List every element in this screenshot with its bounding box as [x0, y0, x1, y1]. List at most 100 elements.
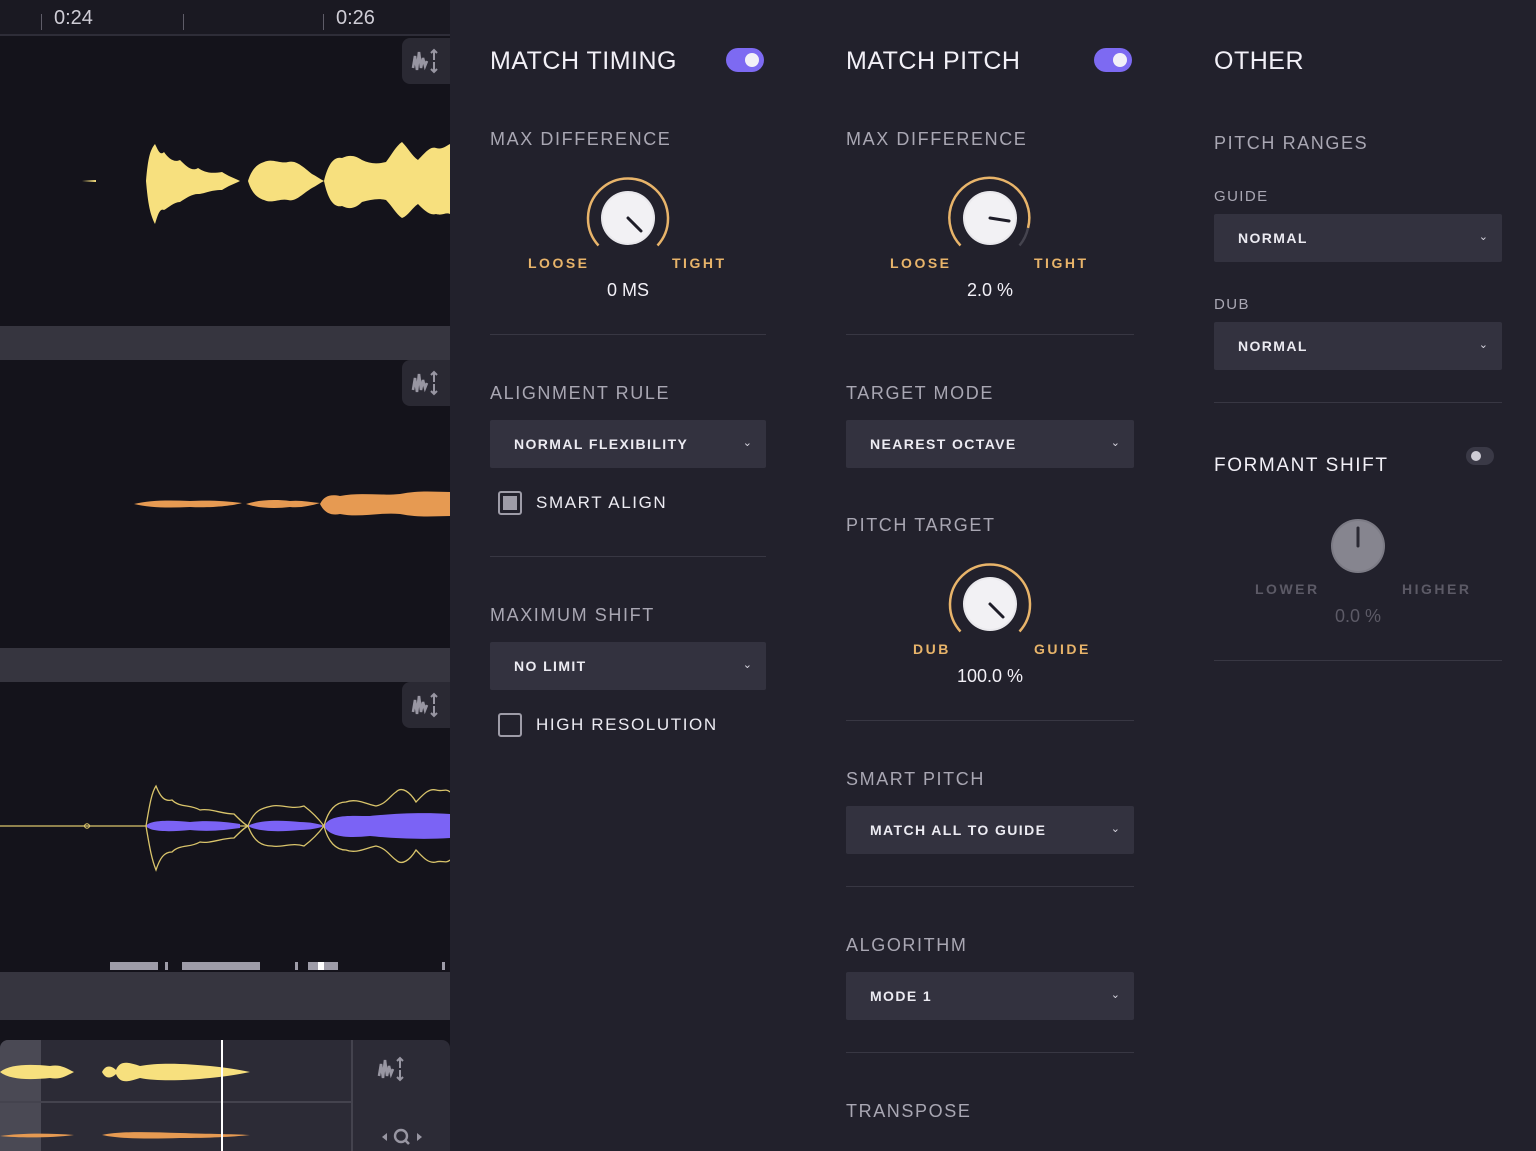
chevron-down-icon: ⌄ — [1478, 231, 1488, 243]
pitch-target-knob[interactable] — [940, 558, 1040, 638]
chevron-down-icon: ⌄ — [1110, 989, 1120, 1001]
waveform-height-icon — [377, 1056, 404, 1082]
maximum-shift-dropdown[interactable]: NO LIMIT ⌄ — [490, 642, 766, 690]
chevron-down-icon: ⌄ — [742, 659, 752, 671]
guide-range-dropdown[interactable]: NORMAL ⌄ — [1214, 214, 1502, 262]
knob-min-label: LOWER — [1255, 581, 1320, 597]
dropdown-value: NEAREST OCTAVE — [870, 436, 1017, 452]
overview-zoom-button[interactable] — [380, 1126, 424, 1151]
dub-track-lane[interactable] — [0, 360, 450, 648]
max-difference-label: MAX DIFFERENCE — [846, 129, 1028, 149]
other-title: OTHER — [1214, 47, 1304, 75]
match-timing-title: MATCH TIMING — [490, 47, 678, 75]
match-timing-toggle[interactable] — [726, 48, 764, 72]
dub-range-dropdown[interactable]: NORMAL ⌄ — [1214, 322, 1502, 370]
overview-height-button[interactable] — [376, 1054, 408, 1089]
waveform-editor: 0:24 0:26 — [0, 0, 450, 1151]
section-divider — [846, 720, 1134, 721]
algorithm-dropdown[interactable]: MODE 1 ⌄ — [846, 972, 1134, 1020]
waveform-height-icon — [411, 370, 438, 396]
toggle-thumb — [745, 53, 759, 67]
formant-shift-knob[interactable] — [1318, 508, 1398, 588]
checkbox-box — [498, 491, 522, 515]
smart-align-checkbox[interactable]: SMART ALIGN — [498, 491, 667, 515]
ruler-tick — [41, 14, 42, 30]
alignment-rule-label: ALIGNMENT RULE — [490, 383, 671, 403]
section-divider — [846, 886, 1134, 887]
high-resolution-checkbox[interactable]: HIGH RESOLUTION — [498, 713, 718, 737]
dropdown-value: NORMAL — [1238, 338, 1308, 354]
knob-value: 2.0 % — [966, 280, 1014, 300]
waveform-height-icon — [411, 48, 438, 74]
dub-waveform — [134, 491, 450, 517]
dropdown-value: NORMAL — [1238, 230, 1308, 246]
time-label: 0:24 — [54, 7, 93, 29]
overview-viewport[interactable] — [0, 1040, 41, 1151]
lane-separator — [0, 972, 450, 1020]
dropdown-value: MODE 1 — [870, 988, 933, 1004]
waveform-zoom-button[interactable] — [402, 38, 450, 84]
guide-track-lane[interactable] — [0, 38, 450, 326]
knob-max-label: TIGHT — [672, 255, 727, 271]
smart-pitch-dropdown[interactable]: MATCH ALL TO GUIDE ⌄ — [846, 806, 1134, 854]
chevron-down-icon: ⌄ — [742, 437, 752, 449]
knob-max-label: HIGHER — [1402, 581, 1472, 597]
formant-shift-toggle[interactable] — [1466, 447, 1494, 465]
knob-max-label: TIGHT — [1034, 255, 1089, 271]
section-divider — [846, 334, 1134, 335]
knob-min-label: LOOSE — [528, 255, 590, 271]
match-pitch-title: MATCH PITCH — [846, 47, 1021, 75]
toggle-thumb — [1113, 53, 1127, 67]
pitch-ranges-label: PITCH RANGES — [1214, 133, 1369, 153]
toggle-thumb — [1471, 451, 1481, 461]
ruler-tick — [323, 14, 324, 30]
checkbox-label: SMART ALIGN — [536, 493, 668, 512]
lane-separator — [0, 326, 450, 360]
formant-shift-label: FORMANT SHIFT — [1214, 455, 1389, 476]
knob-min-label: LOOSE — [890, 255, 952, 271]
max-difference-label: MAX DIFFERENCE — [490, 129, 672, 149]
chevron-down-icon: ⌄ — [1110, 437, 1120, 449]
timeline-ruler[interactable]: 0:24 0:26 — [0, 0, 450, 36]
knob-min-label: DUB — [913, 641, 951, 657]
dub-range-label: DUB — [1214, 296, 1250, 313]
dropdown-value: NORMAL FLEXIBILITY — [514, 436, 689, 452]
target-mode-label: TARGET MODE — [846, 383, 994, 403]
timing-max-difference-knob[interactable] — [578, 172, 678, 252]
zoom-icon — [382, 1128, 422, 1145]
output-waveform — [0, 784, 450, 970]
maximum-shift-label: MAXIMUM SHIFT — [490, 605, 655, 625]
knob-value: 0 MS — [606, 280, 649, 300]
overview-panel[interactable] — [0, 1040, 450, 1151]
checkbox-box — [498, 713, 522, 737]
output-track-lane[interactable] — [0, 682, 450, 972]
pitch-target-label: PITCH TARGET — [846, 515, 996, 535]
transpose-label: TRANSPOSE — [846, 1101, 972, 1121]
chevron-down-icon: ⌄ — [1110, 823, 1120, 835]
waveform-zoom-button[interactable] — [402, 360, 450, 406]
section-divider — [490, 334, 766, 335]
knob-value: 100.0 % — [956, 666, 1024, 686]
section-divider — [1214, 660, 1502, 661]
checkbox-label: HIGH RESOLUTION — [536, 715, 718, 734]
section-divider — [490, 556, 766, 557]
knob-max-label: GUIDE — [1034, 641, 1091, 657]
time-label: 0:26 — [336, 7, 375, 29]
target-mode-dropdown[interactable]: NEAREST OCTAVE ⌄ — [846, 420, 1134, 468]
dropdown-value: MATCH ALL TO GUIDE — [870, 822, 1047, 838]
algorithm-label: ALGORITHM — [846, 935, 968, 955]
match-pitch-toggle[interactable] — [1094, 48, 1132, 72]
lane-separator — [0, 648, 450, 682]
waveform-height-icon — [411, 692, 438, 718]
chevron-down-icon: ⌄ — [1478, 339, 1488, 351]
section-divider — [846, 1052, 1134, 1053]
pitch-max-difference-knob[interactable] — [940, 172, 1040, 252]
section-divider — [1214, 402, 1502, 403]
smart-pitch-label: SMART PITCH — [846, 769, 985, 789]
dropdown-value: NO LIMIT — [514, 658, 587, 674]
waveform-zoom-button[interactable] — [402, 682, 450, 728]
alignment-rule-dropdown[interactable]: NORMAL FLEXIBILITY ⌄ — [490, 420, 766, 468]
overview-waveforms — [0, 1040, 353, 1151]
knob-value: 0.0 % — [1334, 606, 1382, 626]
guide-range-label: GUIDE — [1214, 188, 1269, 205]
